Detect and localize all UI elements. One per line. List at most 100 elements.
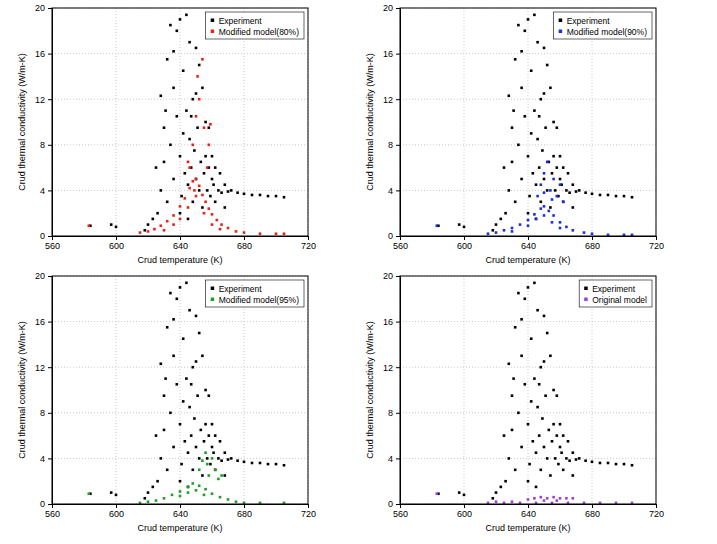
point	[549, 355, 552, 358]
y-tick: 12	[35, 95, 52, 105]
x-tick-label: 600	[457, 509, 472, 519]
y-tick: 0	[40, 231, 52, 241]
point	[211, 457, 214, 460]
point	[195, 115, 198, 118]
point	[541, 149, 544, 152]
y-tick: 8	[388, 140, 400, 150]
x-tick: 560	[393, 504, 408, 519]
point	[172, 446, 175, 449]
point	[527, 212, 530, 215]
point	[559, 221, 562, 224]
point	[204, 423, 207, 426]
x-tick-mark	[116, 236, 117, 240]
point	[259, 194, 262, 197]
point	[209, 463, 212, 466]
x-axis-title: Crud temperature (K)	[485, 255, 570, 265]
y-tick-mark	[396, 190, 400, 191]
y-tick-mark	[48, 145, 52, 146]
point	[568, 191, 571, 194]
point	[524, 383, 527, 386]
point	[508, 457, 511, 460]
point	[164, 109, 167, 112]
point	[188, 166, 191, 169]
point	[533, 109, 536, 112]
point	[219, 496, 222, 499]
y-tick: 20	[35, 3, 52, 13]
x-tick-label: 560	[45, 241, 60, 251]
point	[192, 482, 195, 485]
point	[584, 191, 587, 194]
y-tick-mark	[396, 8, 400, 9]
point	[527, 480, 530, 483]
point	[530, 400, 533, 403]
point	[224, 451, 227, 454]
y-tick: 16	[383, 317, 400, 327]
grid-line-x	[180, 276, 181, 504]
y-tick-mark	[396, 99, 400, 100]
point	[192, 98, 195, 101]
point	[283, 232, 286, 235]
point	[562, 201, 565, 204]
point	[543, 315, 546, 318]
point	[184, 197, 187, 200]
point	[575, 190, 578, 193]
grid-line-y	[400, 144, 656, 145]
point	[562, 201, 565, 204]
point	[495, 491, 498, 494]
point	[198, 64, 201, 67]
point	[532, 172, 535, 175]
point	[631, 464, 634, 467]
point	[500, 486, 503, 489]
point	[198, 332, 201, 335]
point	[214, 201, 217, 204]
point	[562, 434, 565, 437]
point	[275, 195, 278, 198]
grid-line-y	[52, 99, 308, 100]
x-axis-title: Crud temperature (K)	[137, 523, 222, 533]
point	[227, 458, 230, 461]
point	[549, 474, 552, 477]
y-axis-line	[396, 9, 401, 237]
point	[559, 423, 562, 426]
point	[203, 494, 206, 497]
point	[217, 457, 220, 460]
x-tick: 640	[173, 504, 188, 519]
y-tick-label: 0	[388, 499, 393, 509]
point	[179, 480, 182, 483]
grid-line-x	[116, 276, 117, 504]
point	[530, 337, 533, 340]
point	[236, 459, 239, 462]
y-tick-mark	[48, 190, 52, 191]
plot-area	[436, 14, 634, 236]
point	[144, 497, 147, 500]
point	[208, 144, 211, 147]
point	[556, 195, 559, 198]
point	[567, 172, 570, 175]
point	[559, 446, 562, 449]
point	[463, 226, 466, 229]
x-tick-label: 680	[237, 509, 252, 519]
point	[235, 500, 238, 503]
legend-label: Experiment	[219, 16, 263, 26]
figure: 560600640680720048121620Crud temperature…	[0, 0, 717, 544]
point	[492, 229, 495, 232]
y-tick-mark	[396, 276, 400, 277]
grid-line-y	[400, 321, 656, 322]
point	[560, 451, 563, 454]
y-tick-label: 16	[35, 49, 45, 59]
point	[214, 166, 217, 169]
x-tick-mark	[116, 504, 117, 508]
x-tick: 720	[649, 504, 664, 519]
y-tick-mark	[396, 458, 400, 459]
y-tick-mark	[396, 236, 400, 237]
point	[591, 193, 594, 196]
grid	[52, 276, 308, 504]
point	[487, 232, 490, 235]
point	[551, 198, 554, 201]
point	[230, 189, 233, 192]
point	[565, 189, 568, 192]
legend-label: Experiment	[567, 16, 611, 26]
grid-line-y	[52, 321, 308, 322]
series	[437, 14, 633, 232]
legend-label: Experiment	[219, 284, 263, 294]
